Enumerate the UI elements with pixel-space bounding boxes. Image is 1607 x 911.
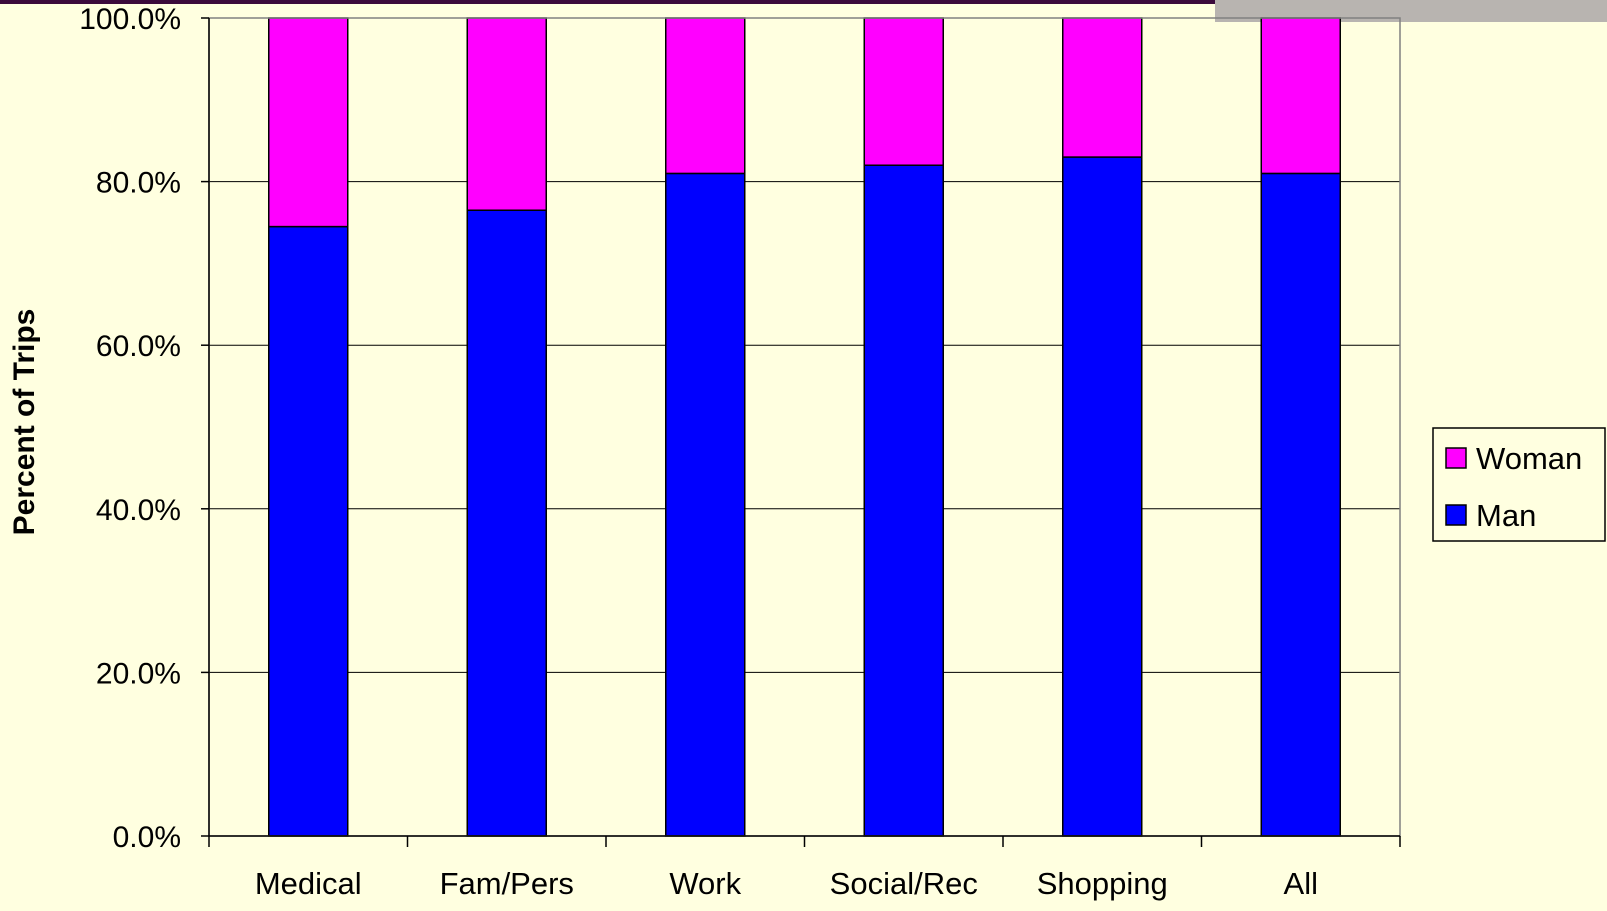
x-tick-label: All (1284, 866, 1318, 901)
bar-man-fam-pers (466, 209, 547, 837)
y-tick-label: 80.0% (96, 167, 181, 200)
bar-woman-all (1260, 17, 1341, 175)
y-axis-title: Percent of Trips (8, 309, 41, 536)
legend-swatch-woman (1445, 447, 1467, 469)
x-tick-label: Medical (255, 866, 362, 901)
bar-man-social-rec (863, 164, 944, 837)
legend-swatch-man (1445, 504, 1467, 526)
x-tick-label: Fam/Pers (440, 866, 574, 901)
y-tick-label: 20.0% (96, 657, 181, 690)
axes (201, 17, 1401, 847)
bar-man-shopping (1062, 156, 1143, 837)
legend-label-woman: Woman (1476, 441, 1582, 476)
legend: Woman Man (1432, 427, 1606, 542)
x-tick-label: Shopping (1037, 866, 1168, 901)
bar-woman-work (665, 17, 746, 175)
bar-woman-shopping (1062, 17, 1143, 158)
bar-woman-social-rec (863, 17, 944, 166)
bar-woman-fam-pers (466, 17, 547, 211)
y-tick-label: 100.0% (79, 3, 181, 36)
legend-label-man: Man (1476, 498, 1536, 533)
bar-man-medical (268, 225, 349, 837)
top-band (0, 0, 1607, 4)
x-tick-labels: Medical Fam/Pers Work Social/Rec Shopping All (255, 866, 1318, 901)
y-tick-label: 60.0% (96, 330, 181, 363)
y-tick-label: 0.0% (113, 821, 181, 854)
bar-man-all (1260, 172, 1341, 837)
bar-woman-medical (268, 17, 349, 228)
bar-man-work (665, 172, 746, 837)
y-tick-label: 40.0% (96, 494, 181, 527)
legend-items: Woman Man (1445, 441, 1582, 533)
y-tick-labels: 0.0% 20.0% 40.0% 60.0% 80.0% 100.0% (79, 3, 181, 854)
corner-band (1215, 0, 1607, 22)
x-tick-label: Work (669, 866, 741, 901)
x-tick-label: Social/Rec (830, 866, 978, 901)
bars (268, 17, 1341, 837)
